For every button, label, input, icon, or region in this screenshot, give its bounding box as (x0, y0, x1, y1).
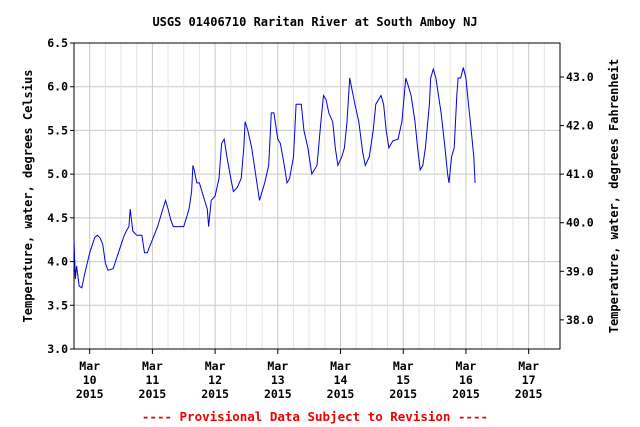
y-tick-label: 3.0 (47, 342, 68, 356)
x-tick-label: Mar (142, 359, 163, 373)
x-tick-label: 13 (271, 373, 285, 387)
y2-tick-label: 38.0 (566, 313, 594, 327)
series-line (73, 67, 476, 289)
x-tick-label: 12 (208, 373, 222, 387)
x-tick-label: 2015 (452, 387, 480, 401)
x-axis: Mar102015Mar112015Mar122015Mar132015Mar1… (76, 349, 543, 401)
x-tick-label: 11 (145, 373, 159, 387)
y-tick-label: 4.0 (47, 255, 68, 269)
x-tick-label: 2015 (76, 387, 104, 401)
x-tick-label: 2015 (389, 387, 417, 401)
y-tick-label: 3.5 (47, 298, 68, 312)
y2-axis: 38.0 39.0 40.0 41.0 42.0 43.0 (560, 70, 594, 327)
x-tick-label: 16 (459, 373, 473, 387)
x-tick-label: Mar (456, 359, 477, 373)
x-tick-label: 10 (83, 373, 97, 387)
y2-tick-label: 42.0 (566, 119, 594, 133)
y-tick-label: 6.5 (47, 36, 68, 50)
x-tick-label: Mar (79, 359, 100, 373)
y-tick-label: 6.0 (47, 80, 68, 94)
x-tick-label: 17 (522, 373, 536, 387)
x-tick-label: 2015 (515, 387, 543, 401)
x-tick-label: 2015 (201, 387, 229, 401)
x-tick-label: Mar (518, 359, 539, 373)
x-tick-label: 2015 (327, 387, 355, 401)
y2-tick-label: 41.0 (566, 167, 594, 181)
x-tick-label: 15 (396, 373, 410, 387)
y2-tick-label: 40.0 (566, 216, 594, 230)
x-tick-label: Mar (205, 359, 226, 373)
x-tick-label: 14 (334, 373, 348, 387)
y2-tick-label: 43.0 (566, 70, 594, 84)
x-tick-label: 2015 (139, 387, 167, 401)
provisional-note: ---- Provisional Data Subject to Revisio… (142, 409, 488, 424)
y-tick-label: 5.5 (47, 123, 68, 137)
y2-tick-label: 39.0 (566, 264, 594, 278)
y-tick-label: 4.5 (47, 211, 68, 225)
y2-axis-label: Temperature, water, degrees Fahrenheit (607, 59, 621, 334)
plot-frame (73, 42, 561, 350)
grid (73, 43, 561, 349)
x-tick-label: Mar (267, 359, 288, 373)
y-axis: 3.0 3.5 4.0 4.5 5.0 5.5 6.0 6.5 (47, 36, 74, 356)
chart-title: USGS 01406710 Raritan River at South Amb… (152, 15, 477, 29)
x-tick-label: Mar (330, 359, 351, 373)
x-tick-label: Mar (393, 359, 414, 373)
y-tick-label: 5.0 (47, 167, 68, 181)
x-tick-label: 2015 (264, 387, 292, 401)
y-axis-label: Temperature, water, degrees Celsius (21, 70, 35, 323)
